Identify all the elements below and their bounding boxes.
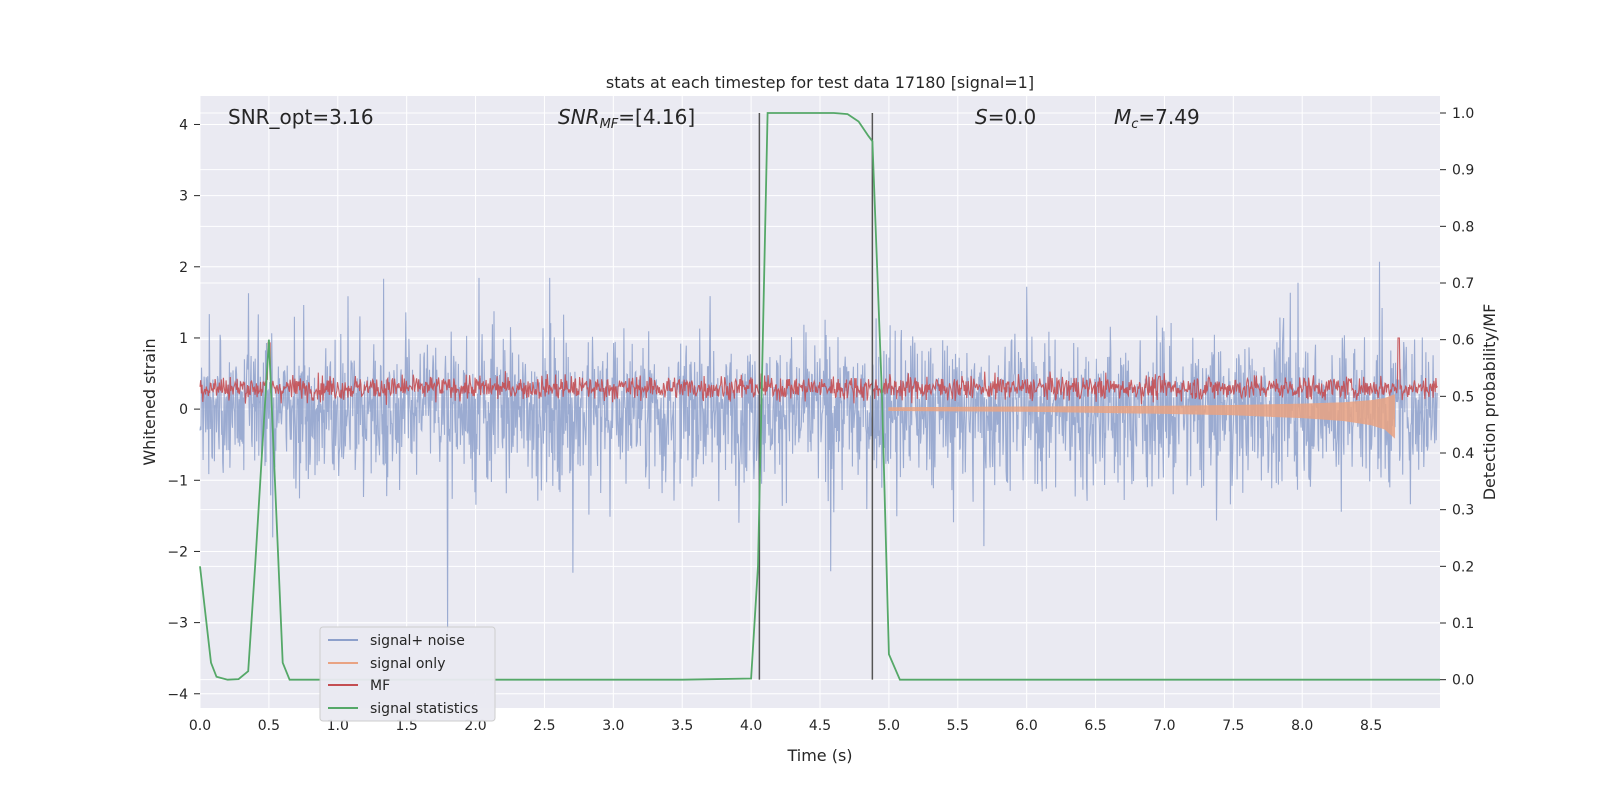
annotation-snr-mf: SNRMF=[4.16] [558,105,695,132]
y2-tick-label: 0.4 [1452,446,1474,462]
annotation-s: S=0.0 [975,105,1036,129]
x-tick-label: 3.5 [671,718,693,734]
annotation-mc: Mc=7.49 [1114,105,1200,132]
x-tick-label: 1.5 [396,718,418,734]
y2-axis-label: Detection probability/MF [1480,304,1499,501]
s-main: S [975,105,988,129]
y-axis-label: Whitened strain [140,338,159,465]
series-signal-only [888,394,1396,439]
mc-rest: =7.49 [1138,105,1199,129]
x-tick-label: 8.5 [1360,718,1382,734]
y2-tick-label: 0.9 [1452,163,1474,179]
legend-label-signal-noise: signal+ noise [370,633,465,649]
x-tick-label: 2.0 [464,718,486,734]
y2-tick-label: 0.5 [1452,389,1474,405]
y2-tick-label: 0.7 [1452,276,1474,292]
tick-labels: 0.0 0.5 1.0 1.5 2.0 2.5 3.0 3.5 4.0 4.5 5.0 5.5 6.0 6… [167,106,1474,734]
legend-label-mf: MF [370,678,390,694]
s-rest: =0.0 [988,105,1037,129]
x-tick-label: 2.5 [533,718,555,734]
x-tick-label: 5.0 [878,718,900,734]
x-tick-label: 5.5 [947,718,969,734]
legend: signal+ noise signal only MF signal stat… [319,626,496,722]
x-tick-label: 3.0 [602,718,624,734]
mc-main: M [1114,105,1131,129]
x-tick-label: 4.5 [809,718,831,734]
x-tick-label: 1.0 [327,718,349,734]
y2-tick-label: 0.2 [1452,559,1474,575]
y2-tick-label: 0.3 [1452,503,1474,519]
y-tick-label: −4 [167,687,188,703]
y-tick-label: 4 [179,117,188,133]
y-tick-label: 3 [179,189,188,205]
y2-tick-label: 0.0 [1452,673,1474,689]
x-tick-label: 0.5 [258,718,280,734]
y-tick-label: −2 [167,544,188,560]
series-signal-statistics [199,112,1440,681]
x-tick-label: 7.0 [1153,718,1175,734]
snr-mf-main: SNR [558,105,600,129]
y2-tick-label: 0.6 [1452,333,1474,349]
snr-mf-sub: MF [600,117,619,132]
y-tick-label: 1 [179,331,188,347]
x-tick-label: 0.0 [189,718,211,734]
y-tick-label: 2 [179,260,188,276]
legend-label-signal-statistics: signal statistics [370,701,478,717]
series-mf [199,337,1438,405]
mc-sub: c [1131,117,1138,132]
chart-title: stats at each timestep for test data 171… [606,73,1034,92]
y2-tick-label: 0.1 [1452,616,1474,632]
x-tick-label: 6.0 [1016,718,1038,734]
legend-label-signal-only: signal only [370,656,445,672]
x-axis-label: Time (s) [786,746,852,765]
snr-mf-rest: =[4.16] [618,105,695,129]
x-tick-label: 4.0 [740,718,762,734]
x-tick-label: 8.0 [1291,718,1313,734]
y-tick-label: −1 [167,473,188,489]
legend-box [319,626,496,722]
y2-tick-label: 1.0 [1452,106,1474,122]
y-tick-label: −3 [167,616,188,632]
data-area [199,112,1440,681]
y2-tick-label: 0.8 [1452,219,1474,235]
y-tick-label: 0 [179,402,188,418]
x-tick-label: 6.5 [1084,718,1106,734]
annotation-snr-opt: SNR_opt=3.16 [228,105,374,129]
x-tick-label: 7.5 [1222,718,1244,734]
